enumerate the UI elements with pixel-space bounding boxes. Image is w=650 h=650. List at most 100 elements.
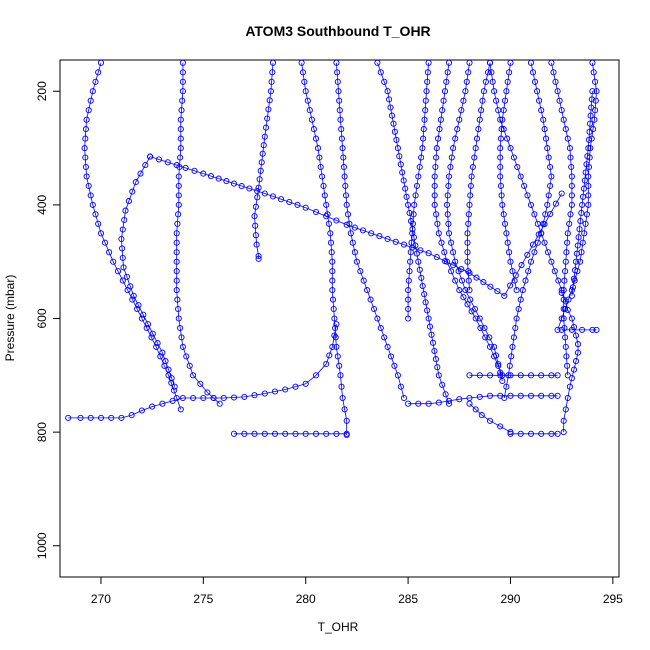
data-point [118, 235, 125, 243]
data-point [421, 116, 428, 123]
data-point [138, 407, 145, 414]
data-point [564, 239, 571, 246]
data-point [507, 258, 514, 265]
data-point [481, 324, 488, 332]
data-point [417, 247, 424, 254]
data-point [336, 97, 343, 104]
data-point [399, 169, 406, 176]
data-point [448, 268, 455, 275]
data-point [132, 179, 139, 186]
data-point [175, 211, 182, 218]
data-point [312, 430, 320, 437]
data-point [574, 341, 582, 348]
data-point [420, 135, 427, 142]
series-5 [118, 153, 178, 390]
data-point [171, 383, 178, 390]
data-point [397, 161, 404, 168]
data-point [486, 59, 494, 66]
data-point [464, 230, 471, 237]
data-point [431, 192, 438, 199]
data-point [346, 220, 353, 227]
data-point [170, 387, 178, 394]
data-point [561, 277, 568, 284]
data-point [525, 268, 532, 275]
data-point [265, 106, 272, 113]
data-point [329, 277, 336, 284]
data-point [384, 235, 391, 243]
data-point [504, 239, 511, 246]
data-point [169, 397, 176, 404]
data-point [478, 412, 485, 419]
data-point [258, 159, 265, 166]
data-point [286, 198, 293, 206]
data-point [542, 211, 549, 218]
data-point [394, 145, 401, 152]
data-point [341, 173, 348, 180]
x-axis-label: T_OHR [318, 620, 359, 634]
data-point [334, 353, 341, 360]
data-point [153, 343, 160, 350]
data-point [467, 182, 474, 189]
data-point [294, 201, 301, 208]
data-point [333, 59, 340, 66]
data-point [574, 349, 582, 356]
data-point [544, 249, 552, 256]
data-point [484, 69, 492, 76]
data-point [564, 372, 571, 379]
data-point [493, 352, 500, 359]
data-point [173, 239, 180, 246]
data-point [425, 400, 432, 407]
data-point [173, 394, 180, 402]
data-point [568, 173, 575, 180]
series-19 [486, 59, 565, 294]
data-point [405, 305, 412, 313]
data-point [575, 234, 582, 241]
data-point [509, 343, 516, 350]
series-6 [147, 153, 565, 299]
data-point [329, 296, 337, 303]
data-point [179, 69, 186, 76]
data-point [517, 296, 524, 303]
data-point [149, 403, 156, 410]
data-point [471, 305, 479, 313]
data-point [589, 59, 596, 66]
data-point [347, 230, 354, 237]
data-point [567, 211, 574, 218]
data-point [92, 78, 99, 85]
data-point [148, 334, 155, 341]
data-point [421, 291, 428, 298]
data-point [579, 193, 587, 200]
data-point [466, 269, 473, 277]
data-point [486, 372, 494, 379]
data-point [415, 258, 422, 265]
data-point [512, 324, 519, 332]
data-point [210, 394, 217, 402]
data-point [572, 258, 580, 265]
data-point [323, 201, 330, 208]
data-point [254, 194, 261, 201]
data-point [500, 211, 507, 218]
data-point [466, 400, 473, 407]
data-point [95, 220, 102, 227]
data-point [503, 88, 510, 95]
data-point [511, 277, 518, 284]
data-point [493, 97, 500, 104]
data-point [310, 126, 317, 133]
data-point [579, 326, 586, 333]
data-point [568, 192, 575, 199]
data-point [312, 372, 320, 379]
series-9 [333, 59, 408, 402]
data-point [320, 182, 327, 189]
data-point [394, 372, 401, 379]
data-point [568, 201, 575, 208]
data-point [540, 116, 547, 123]
data-point [413, 250, 420, 257]
data-point [435, 230, 442, 237]
x-tick-label: 275 [193, 592, 213, 606]
data-point [576, 226, 583, 233]
y-axis: 200 400 600 800 1000 [35, 81, 60, 559]
data-point [497, 154, 504, 161]
data-point [413, 182, 421, 189]
data-point [570, 323, 578, 331]
data-point [529, 69, 537, 76]
